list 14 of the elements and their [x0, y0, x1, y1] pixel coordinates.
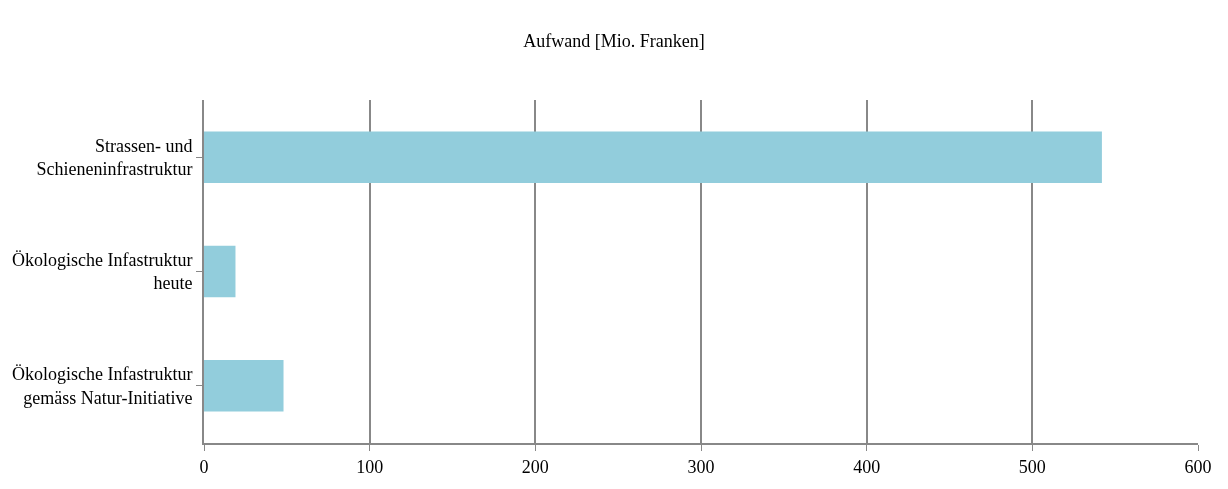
- x-tick-label: 600: [1184, 456, 1212, 477]
- x-tick-label: 400: [853, 456, 881, 477]
- bar: [204, 245, 236, 298]
- x-tick-label: 500: [1018, 456, 1046, 477]
- x-tick-label: 100: [356, 456, 384, 477]
- y-tick-label: Ökologische Infastruktur gemäss Natur-Initiative: [11, 364, 193, 408]
- chart-title: Aufwand [Mio. Franken]: [523, 30, 705, 51]
- bar: [204, 360, 284, 412]
- y-tick-label: Strassen- und Schieneninfrastruktur: [36, 135, 193, 180]
- bar: [204, 131, 1102, 183]
- x-tick-label: 200: [521, 456, 549, 477]
- x-tick-label: 300: [687, 456, 715, 477]
- y-tick-label: Ökologische Infastruktur heute: [11, 250, 193, 294]
- x-tick-label: 0: [199, 456, 209, 477]
